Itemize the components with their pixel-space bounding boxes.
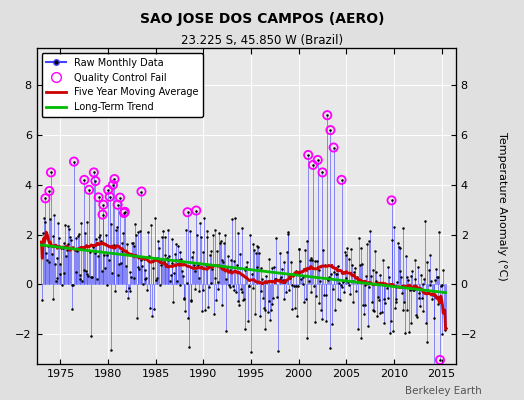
Point xyxy=(304,152,312,158)
Point xyxy=(108,182,117,188)
Y-axis label: Temperature Anomaly (°C): Temperature Anomaly (°C) xyxy=(497,132,507,280)
Point xyxy=(99,202,107,208)
Point xyxy=(91,178,100,184)
Point xyxy=(105,194,114,200)
Point xyxy=(116,194,124,201)
Point xyxy=(94,194,103,200)
Point xyxy=(90,169,98,176)
Point xyxy=(110,176,118,182)
Point xyxy=(337,177,346,183)
Text: SAO JOSE DOS CAMPOS (AERO): SAO JOSE DOS CAMPOS (AERO) xyxy=(140,12,384,26)
Point xyxy=(70,158,78,165)
Point xyxy=(120,210,128,216)
Point xyxy=(99,211,107,218)
Point xyxy=(313,157,322,163)
Point xyxy=(430,379,438,385)
Point xyxy=(114,202,122,208)
Text: Berkeley Earth: Berkeley Earth xyxy=(406,386,482,396)
Point xyxy=(85,187,93,193)
Point xyxy=(183,209,192,216)
Point xyxy=(318,169,326,176)
Legend: Raw Monthly Data, Quality Control Fail, Five Year Moving Average, Long-Term Tren: Raw Monthly Data, Quality Control Fail, … xyxy=(41,53,203,117)
Point xyxy=(326,127,335,133)
Point xyxy=(47,169,55,176)
Point xyxy=(80,177,89,183)
Point xyxy=(45,188,53,194)
Point xyxy=(330,144,338,151)
Point xyxy=(323,112,332,118)
Point xyxy=(41,195,50,202)
Point xyxy=(387,197,396,204)
Point xyxy=(121,208,129,215)
Point xyxy=(436,357,444,363)
Point xyxy=(192,207,201,214)
Text: 23.225 S, 45.850 W (Brazil): 23.225 S, 45.850 W (Brazil) xyxy=(181,34,343,47)
Point xyxy=(137,188,146,195)
Point xyxy=(309,162,317,168)
Point xyxy=(104,187,112,193)
